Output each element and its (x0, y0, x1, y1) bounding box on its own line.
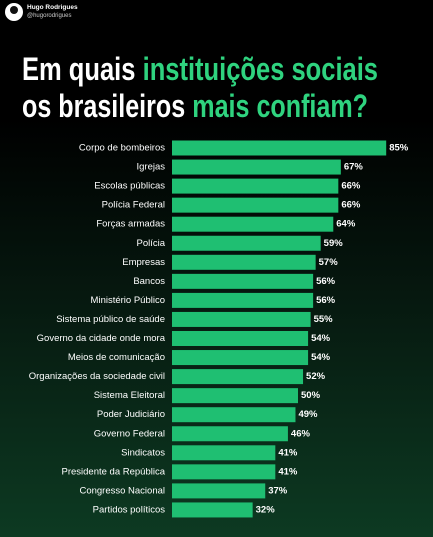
value-label: 59% (324, 238, 344, 249)
bar (172, 159, 341, 175)
category-label: Polícia Federal (102, 200, 165, 211)
value-label: 64% (336, 219, 356, 230)
bar (172, 464, 276, 480)
author-name: Hugo Rodrigues (27, 4, 78, 11)
category-label: Escolas públicas (94, 181, 165, 192)
category-label: Congresso Nacional (79, 485, 165, 496)
category-label: Polícia (136, 238, 165, 249)
category-label: Ministério Público (91, 295, 165, 306)
value-label: 54% (311, 352, 331, 363)
value-label: 56% (316, 276, 336, 287)
value-label: 55% (314, 314, 334, 325)
value-label: 50% (301, 390, 321, 401)
chart-title-part: Em quais (22, 51, 135, 87)
category-label: Governo Federal (94, 428, 165, 439)
bar (172, 445, 276, 461)
value-label: 54% (311, 333, 331, 344)
bar (172, 483, 266, 499)
chart-title-part: instituições sociais (143, 51, 378, 87)
category-label: Governo da cidade onde mora (37, 333, 166, 344)
chart-title-line: Em quaisinstituições sociais (22, 51, 378, 87)
value-label: 49% (298, 409, 318, 420)
value-label: 41% (278, 466, 298, 477)
category-label: Meios de comunicação (68, 352, 165, 363)
category-label: Empresas (122, 257, 165, 268)
category-label: Sistema público de saúde (56, 314, 165, 325)
category-label: Sindicatos (121, 447, 165, 458)
value-label: 32% (256, 504, 276, 515)
bar (172, 388, 298, 404)
category-label: Igrejas (136, 162, 165, 173)
category-label: Poder Judiciário (97, 409, 165, 420)
category-label: Presidente da República (61, 466, 165, 477)
bar (172, 254, 316, 270)
bar (172, 273, 314, 289)
value-label: 37% (268, 485, 288, 496)
category-label: Partidos políticos (93, 504, 166, 515)
bar (172, 502, 253, 518)
value-label: 67% (344, 162, 364, 173)
bar (172, 331, 309, 346)
chart-title-part: os brasileiros (22, 88, 185, 124)
author-handle: @hugorodrigues (27, 13, 71, 19)
chart-title-part: mais confiam? (192, 88, 368, 124)
category-label: Bancos (133, 276, 165, 287)
value-label: 41% (278, 447, 298, 458)
value-label: 66% (341, 181, 361, 192)
category-label: Corpo de bombeiros (79, 143, 165, 154)
bar (172, 311, 311, 327)
bar (172, 426, 288, 442)
value-label: 46% (291, 428, 311, 439)
value-label: 52% (306, 371, 326, 382)
bar (172, 235, 321, 251)
bar (172, 197, 339, 213)
avatar-face (10, 6, 18, 14)
value-label: 85% (389, 143, 409, 154)
value-label: 66% (341, 200, 361, 211)
bar (172, 216, 334, 232)
category-label: Organizações da sociedade civil (29, 371, 165, 382)
bar (172, 350, 309, 366)
value-label: 56% (316, 295, 336, 306)
category-label: Sistema Eleitoral (94, 390, 165, 401)
bar (172, 407, 296, 423)
bar (172, 292, 314, 308)
bar (172, 140, 387, 156)
bar (172, 369, 304, 385)
category-label: Forças armadas (96, 219, 165, 230)
bar (172, 178, 339, 194)
chart-title-line: os brasileirosmais confiam? (22, 88, 368, 124)
value-label: 57% (319, 257, 339, 268)
